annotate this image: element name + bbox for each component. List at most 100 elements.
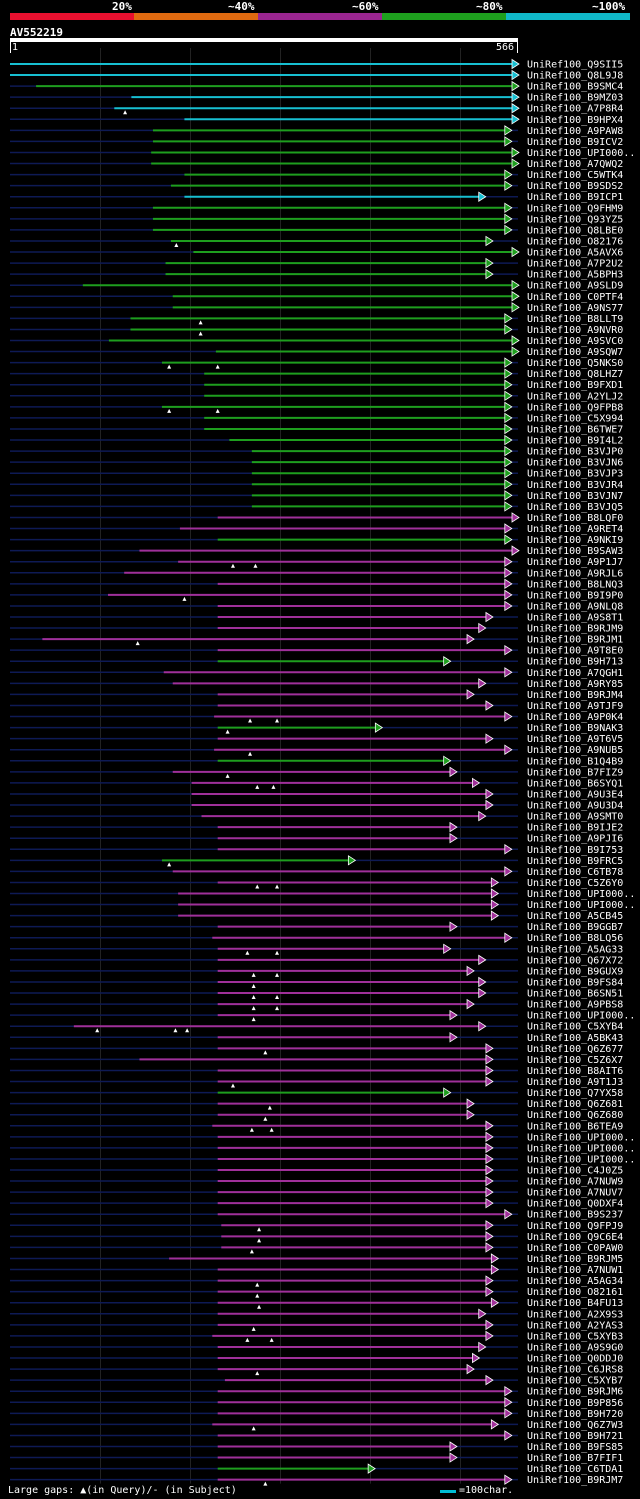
hit-label: UniRef100_B9ICV2 [527, 137, 623, 148]
hit-label: UniRef100_B7FIF1 [527, 1453, 623, 1464]
hit-row: UniRef100_B9FS84 [10, 976, 623, 988]
legend-scale-text: =100char. [459, 1485, 514, 1496]
hit-label: UniRef100_A9RJL6 [527, 568, 623, 579]
scale-label-100: ~100% [592, 0, 626, 13]
hit-row: UniRef100_B9SMC4 [10, 80, 623, 93]
hit-row: UniRef100_B8LQ56 [10, 932, 623, 944]
hit-end-arrow [443, 656, 452, 667]
hit-end-arrow [504, 136, 513, 147]
query-gap-marker [275, 1006, 280, 1011]
hit-row: UniRef100_B8LNQ3 [10, 578, 623, 590]
hit-label: UniRef100_B9RJM5 [527, 1254, 623, 1265]
hit-row: UniRef100_C5XYB3 [10, 1330, 623, 1342]
hit-row: UniRef100_A9U3E4 [10, 788, 623, 800]
hit-label: UniRef100_C5XYB3 [527, 1331, 623, 1342]
identity-color-scale [10, 13, 630, 20]
hit-end-arrow [485, 788, 494, 800]
scale-seg-40 [134, 13, 258, 20]
hit-end-arrow [504, 368, 513, 379]
hit-label: UniRef100_Q9SII5 [527, 60, 623, 71]
hit-end-arrow [504, 213, 513, 225]
hit-label: UniRef100_B3VJN7 [527, 491, 623, 502]
hit-row: UniRef100_A9RJL6 [10, 567, 623, 579]
query-gap-marker [255, 1282, 260, 1287]
hit-row: UniRef100_A5AG33 [10, 943, 623, 955]
hit-row: UniRef100_Q0DXF4 [10, 1197, 623, 1210]
hit-row: UniRef100_A9T8E0 [10, 644, 623, 657]
hit-end-arrow [485, 700, 494, 711]
hit-end-arrow [466, 1098, 475, 1109]
query-gap-marker [275, 718, 280, 723]
hit-end-arrow [485, 268, 494, 280]
hit-label: UniRef100_C5X994 [527, 413, 623, 424]
hit-label: UniRef100_B1Q4B9 [527, 756, 623, 767]
hit-row: UniRef100_A5AG34 [10, 1275, 623, 1287]
query-gap-marker [257, 1238, 262, 1243]
hit-label: UniRef100_A2YAS3 [527, 1320, 623, 1331]
query-gap-marker [251, 972, 256, 977]
hit-label: UniRef100_Q6Z677 [527, 1044, 623, 1055]
hit-label: UniRef100_B3VJN6 [527, 458, 623, 469]
hit-label: UniRef100_A2X9S3 [527, 1309, 623, 1320]
hit-label: UniRef100_Q9FPJ9 [527, 1221, 623, 1232]
hit-label: UniRef100_A7QGH1 [527, 668, 623, 679]
hit-label: UniRef100_B9P856 [527, 1398, 623, 1409]
hit-label: UniRef100_A9T6V5 [527, 734, 623, 745]
hit-label: UniRef100_B9ICP1 [527, 192, 623, 203]
hit-label: UniRef100_B6TEA9 [527, 1121, 623, 1132]
hit-end-arrow [504, 567, 513, 578]
hit-end-arrow [443, 1087, 452, 1098]
hit-label: UniRef100_A9PJI6 [527, 834, 623, 845]
hit-label: UniRef100_A5CB45 [527, 911, 623, 922]
hit-row: UniRef100_B9HPX4 [10, 114, 623, 126]
hit-row: UniRef100_A7NUW1 [10, 1264, 623, 1276]
query-gap-marker [269, 1127, 274, 1132]
hit-row: UniRef100_Q8L9J8 [10, 69, 623, 82]
query-gap-marker [135, 641, 140, 646]
hit-end-arrow [511, 58, 520, 70]
hit-end-arrow [504, 711, 513, 722]
hit-end-arrow [485, 1197, 494, 1209]
query-gap-marker [251, 1017, 256, 1022]
hit-label: UniRef100_C5XYB4 [527, 1022, 623, 1033]
hit-label: UniRef100_A2YLJ2 [527, 391, 623, 402]
hit-label: UniRef100_B9RJM9 [527, 624, 623, 635]
hit-label: UniRef100_B8AIT6 [527, 1066, 623, 1077]
hit-label: UniRef100_UPI000.. [527, 148, 635, 159]
query-gap-marker [251, 1426, 256, 1431]
query-gap-marker [167, 862, 172, 867]
hit-row: UniRef100_Q93YZ5 [10, 213, 623, 225]
hit-row: UniRef100_B7FIF1 [10, 1452, 623, 1464]
hit-label: UniRef100_A9U3D4 [527, 801, 623, 812]
hit-label: UniRef100_B9IJE2 [527, 823, 623, 834]
hit-end-arrow [466, 1363, 475, 1375]
hit-row: UniRef100_O82161 [10, 1286, 623, 1298]
hit-end-arrow [449, 1452, 458, 1463]
hit-row: UniRef100_A7P2U2 [10, 257, 623, 270]
hit-end-arrow [504, 357, 513, 368]
hit-row: UniRef100_C5Z6X7 [10, 1054, 623, 1066]
hit-label: UniRef100_UPI000.. [527, 1132, 635, 1143]
hit-end-arrow [478, 810, 487, 822]
query-bar [10, 38, 518, 42]
scale-seg-100 [506, 13, 630, 20]
query-gap-marker [245, 1337, 250, 1342]
hit-end-arrow [485, 1054, 494, 1065]
hit-label: UniRef100_B9MZ03 [527, 93, 623, 104]
hit-end-arrow [478, 191, 487, 202]
hit-label: UniRef100_B8LQ56 [527, 933, 623, 944]
hit-label: UniRef100_Q0DDJ0 [527, 1354, 623, 1365]
hit-row: UniRef100_Q9FPB8 [10, 401, 623, 413]
query-gap-marker [173, 1028, 178, 1033]
hit-end-arrow [511, 69, 520, 81]
query-gap-marker [255, 1293, 260, 1298]
hit-end-arrow [511, 80, 520, 92]
hit-label: UniRef100_Q9FHM9 [527, 203, 623, 214]
hit-end-arrow [449, 921, 458, 932]
hit-row: UniRef100_A9SLD9 [10, 279, 623, 292]
hit-label: UniRef100_A5BK43 [527, 1033, 623, 1044]
hit-label: UniRef100_B3VJP0 [527, 447, 623, 458]
hit-label: UniRef100_Q67X72 [527, 955, 623, 966]
hit-row: UniRef100_B9FRC5 [10, 855, 623, 867]
hit-end-arrow [504, 589, 513, 601]
